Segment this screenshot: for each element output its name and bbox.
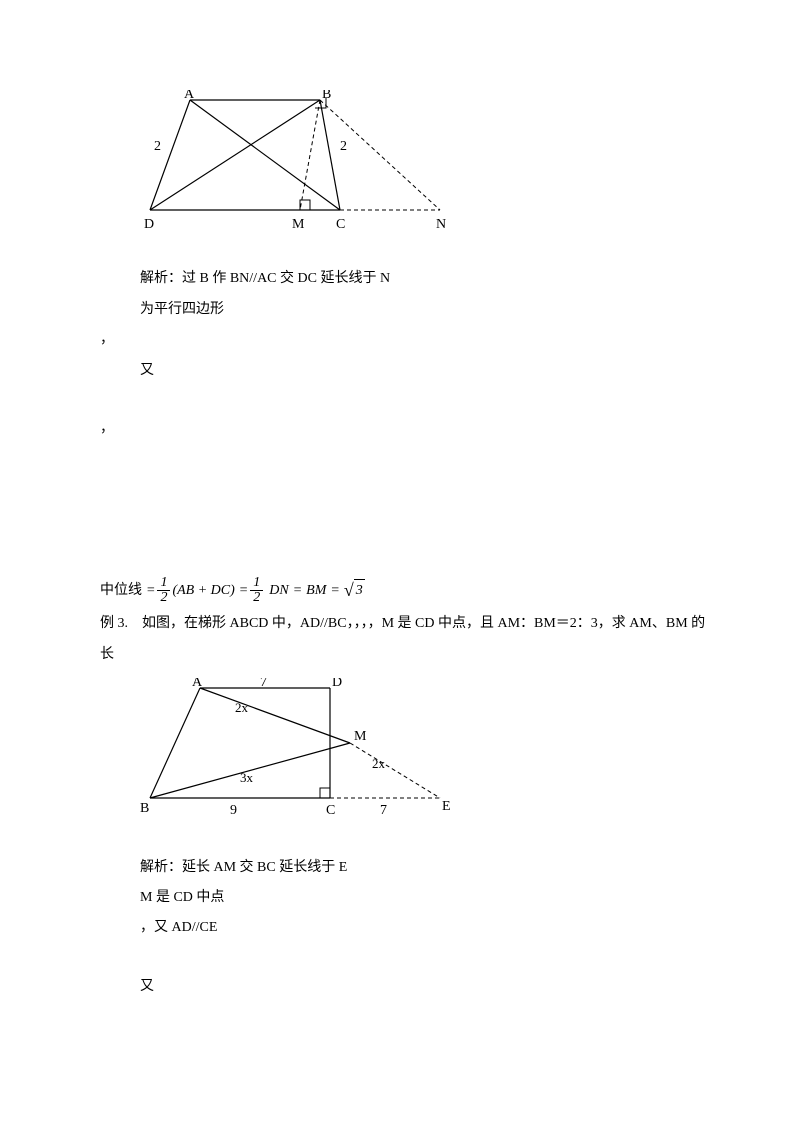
eq3: = (293, 580, 302, 602)
point-d-label: D (144, 217, 154, 232)
d2-bottom-7: 7 (380, 803, 387, 818)
example3-title: 例 3. 如图，在梯形 ABCD 中，AD//BC，，，，M 是 CD 中点，且… (100, 613, 720, 635)
d2-point-m: M (354, 729, 367, 744)
analysis1-line2: 为平行四边形 (100, 299, 720, 321)
group-abdc: (AB + DC) (172, 580, 234, 602)
analysis2-line2: M 是 CD 中点 (100, 887, 720, 909)
formula-prefix: 中位线 (100, 580, 142, 602)
point-b-label: B (322, 90, 331, 102)
analysis1-line1: 解析：过 B 作 BN//AC 交 DC 延长线于 N (100, 268, 720, 290)
dn-term: DN (269, 580, 288, 602)
frac-half-2: 1 2 (250, 576, 263, 605)
d2-point-b: B (140, 801, 149, 816)
diagram-trapezoid-abcd-e: A D B C M E 7 2x 3x 2x 9 7 (140, 678, 720, 836)
midline-formula: 中位线 = 1 2 (AB + DC) = 1 2 DN = BM = √3 (100, 576, 720, 605)
d2-bottom-9: 9 (230, 803, 237, 818)
frac-half-1: 1 2 (157, 576, 170, 605)
d2-point-d: D (332, 678, 342, 690)
d2-3x: 3x (240, 770, 254, 785)
d2-2x-top: 2x (235, 700, 249, 715)
eq1: = (146, 580, 155, 602)
sqrt3: √3 (344, 576, 365, 605)
point-c-label: C (336, 217, 345, 232)
d2-point-e: E (442, 799, 451, 814)
point-m-label: M (292, 217, 305, 232)
analysis1-line3: 又 (100, 360, 720, 382)
analysis1-comma1: ， (100, 329, 720, 351)
eq4: = (330, 580, 339, 602)
d2-top-7: 7 (260, 678, 267, 690)
point-n-label: N (436, 217, 446, 232)
analysis2-line1: 解析：延长 AM 交 BC 延长线于 E (100, 857, 720, 879)
diagram-trapezoid-abcn: A B D M C N 2 2 (140, 90, 720, 248)
d2-2x-right: 2x (372, 756, 386, 771)
side-label-bc: 2 (340, 139, 347, 154)
point-a-label: A (184, 90, 195, 102)
bm-term: BM (306, 580, 326, 602)
example3-title2: 长 (100, 644, 720, 666)
d2-point-c: C (326, 803, 335, 818)
eq2: = (239, 580, 248, 602)
analysis2-line4: 又 (100, 976, 720, 998)
analysis1-comma2: ， (100, 418, 720, 440)
side-label-da: 2 (154, 139, 161, 154)
analysis2-line3: ，又 AD//CE (100, 917, 720, 939)
d2-point-a: A (192, 678, 203, 690)
